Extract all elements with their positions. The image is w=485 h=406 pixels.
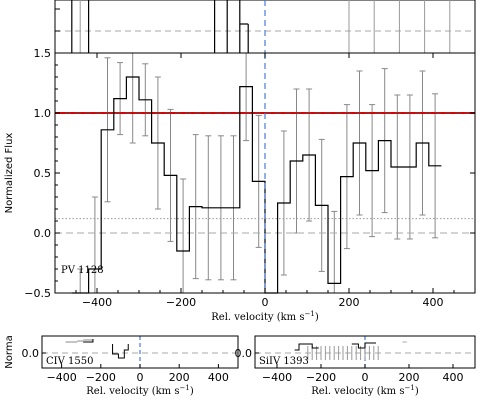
civ-x-axis-title-end: ) bbox=[190, 386, 194, 397]
x-tick-label: 200 bbox=[169, 371, 190, 384]
main-panel: −400 −200 0 200 400 −0.5 0.0 0.5 1.0 1.5 PV 1128… bbox=[4, 47, 476, 323]
x-tick-label: 400 bbox=[208, 371, 229, 384]
siiv-x-axis-title-sup: −1 bbox=[404, 384, 414, 392]
civ-y-axis-title: Norma bbox=[4, 335, 15, 368]
siiv-y-tick-label: 0.0 bbox=[235, 347, 253, 360]
main-x-axis-title-sup: −1 bbox=[304, 310, 314, 318]
ion-label-siiv1393: SiIV 1393 bbox=[259, 356, 309, 367]
ion-label-civ1550: CIV 1550 bbox=[46, 356, 93, 367]
x-tick-label: −400 bbox=[46, 371, 76, 384]
x-tick-label: 200 bbox=[339, 296, 360, 309]
civ-x-ticks: −400 −200 0 200 400 bbox=[46, 364, 229, 384]
siiv-x-axis-title-text: Rel. velocity (km s bbox=[311, 386, 404, 397]
siiv-x-axis-title-end: ) bbox=[415, 386, 419, 397]
y-tick-label: 1.5 bbox=[34, 47, 52, 60]
x-tick-label: −200 bbox=[306, 371, 336, 384]
top-strip-marks bbox=[55, 0, 451, 54]
civ-spectrum-a bbox=[83, 339, 94, 343]
si-spectrum-a bbox=[294, 343, 319, 351]
civ-y-tick-label: 0.0 bbox=[22, 347, 40, 360]
main-y-ticks: −0.5 0.0 0.5 1.0 1.5 bbox=[24, 47, 475, 300]
siiv-marks bbox=[255, 336, 475, 368]
civ-x-axis-title: Rel. velocity (km s−1) bbox=[86, 384, 194, 397]
x-tick-label: −400 bbox=[262, 371, 292, 384]
x-tick-label: −200 bbox=[86, 371, 116, 384]
x-tick-label: −400 bbox=[82, 296, 112, 309]
siiv-x-ticks: −400 −200 0 200 400 bbox=[262, 364, 464, 384]
x-tick-label: 400 bbox=[423, 296, 444, 309]
y-tick-label: 0.0 bbox=[34, 227, 52, 240]
siiv-panel: −400 −200 0 200 400 0.0 SiIV 1393 Rel. veloc… bbox=[235, 335, 476, 397]
si-spectrum-b bbox=[351, 342, 376, 349]
civ-x-axis-title-sup: −1 bbox=[179, 384, 189, 392]
x-tick-label: −200 bbox=[166, 296, 196, 309]
ion-label-pv1128: PV 1128 bbox=[61, 265, 104, 276]
x-tick-label: 0 bbox=[362, 371, 369, 384]
main-y-axis-title: Normalized Flux bbox=[4, 133, 15, 214]
civ-marks bbox=[42, 336, 238, 368]
x-tick-label: 200 bbox=[399, 371, 420, 384]
main-x-axis-title-text: Rel. velocity (km s bbox=[211, 312, 304, 323]
civ-x-axis-title-text: Rel. velocity (km s bbox=[86, 386, 179, 397]
y-tick-label: −0.5 bbox=[24, 287, 51, 300]
civ-spectrum-b bbox=[112, 344, 129, 359]
siiv-x-axis-title: Rel. velocity (km s−1) bbox=[311, 384, 419, 397]
flux-spectrum bbox=[71, 76, 442, 294]
main-x-ticks: −400 −200 0 200 400 bbox=[54, 53, 476, 309]
main-x-axis-title-end: ) bbox=[315, 312, 319, 323]
x-tick-label: 400 bbox=[443, 371, 464, 384]
x-tick-label: 0 bbox=[137, 371, 144, 384]
top-strip-panel bbox=[54, 0, 476, 54]
y-tick-label: 0.5 bbox=[34, 167, 52, 180]
main-error-bars bbox=[77, 52, 439, 294]
civ-panel: −400 −200 0 200 400 0.0 CIV 1550 Norma Rel. … bbox=[4, 335, 239, 397]
main-x-axis-title: Rel. velocity (km s−1) bbox=[211, 310, 319, 323]
x-tick-label: 0 bbox=[262, 296, 269, 309]
y-tick-label: 1.0 bbox=[34, 107, 52, 120]
